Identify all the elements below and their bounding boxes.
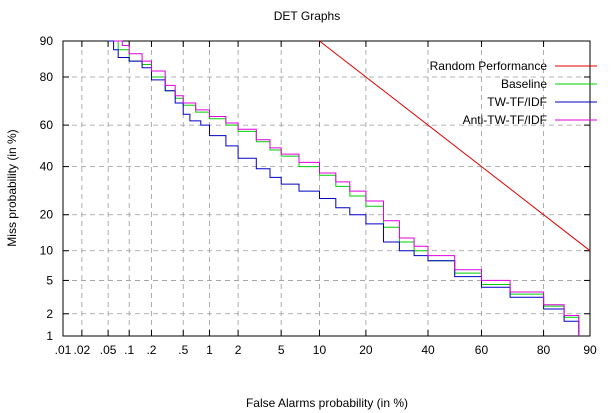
legend: Random Performance Baseline TW-TF/IDF Anti-… (430, 59, 597, 127)
series-line-anti-tw-tf-idf (113, 40, 580, 336)
y-axis-label: Miss probability (in %) (5, 129, 19, 246)
x-tick-label: 1 (206, 343, 213, 357)
x-tick-label: 90 (583, 343, 597, 357)
x-tick-label: .05 (100, 343, 117, 357)
series-line-random-performance (319, 40, 591, 252)
x-tick-label: .02 (74, 343, 91, 357)
y-tick-label: 80 (40, 70, 54, 84)
legend-label-baseline: Baseline (501, 77, 547, 91)
x-tick-label: 40 (421, 343, 435, 357)
y-tick-label: 5 (46, 273, 53, 287)
x-tick-label: .5 (178, 343, 188, 357)
x-tick-label: .2 (146, 343, 156, 357)
legend-label-tw-tf-idf: TW-TF/IDF (487, 95, 547, 109)
data-series (108, 40, 591, 336)
y-tick-label: 60 (40, 118, 54, 132)
x-tick-label: 60 (475, 343, 489, 357)
y-tick-label: 2 (46, 307, 53, 321)
axis-ticks: .01.02 .05 .1 .2 .5 1 2 5 10 20 40 60 80 90 1 2 5 10 20 40 6… (40, 34, 597, 357)
grid-lines (63, 41, 590, 336)
y-tick-label: 10 (40, 244, 54, 258)
legend-label-random-performance: Random Performance (430, 59, 548, 73)
legend-label-anti-tw-tf-idf: Anti-TW-TF/IDF (463, 113, 547, 127)
series-line-tw-tf-idf (108, 40, 580, 336)
y-tick-label: 20 (40, 208, 54, 222)
y-tick-label: 90 (40, 34, 54, 48)
x-tick-label: 2 (235, 343, 242, 357)
x-tick-label: 20 (359, 343, 373, 357)
x-tick-label: .01 (55, 343, 72, 357)
chart-title: DET Graphs (274, 9, 340, 23)
x-tick-label: .1 (124, 343, 134, 357)
x-axis-label: False Alarms probability (in %) (246, 396, 408, 410)
x-tick-label: 10 (313, 343, 327, 357)
plot-area-frame (62, 40, 591, 337)
y-tick-label: 1 (46, 329, 53, 343)
y-tick-label: 40 (40, 160, 54, 174)
x-tick-label: 5 (278, 343, 285, 357)
x-tick-label: 80 (537, 343, 551, 357)
